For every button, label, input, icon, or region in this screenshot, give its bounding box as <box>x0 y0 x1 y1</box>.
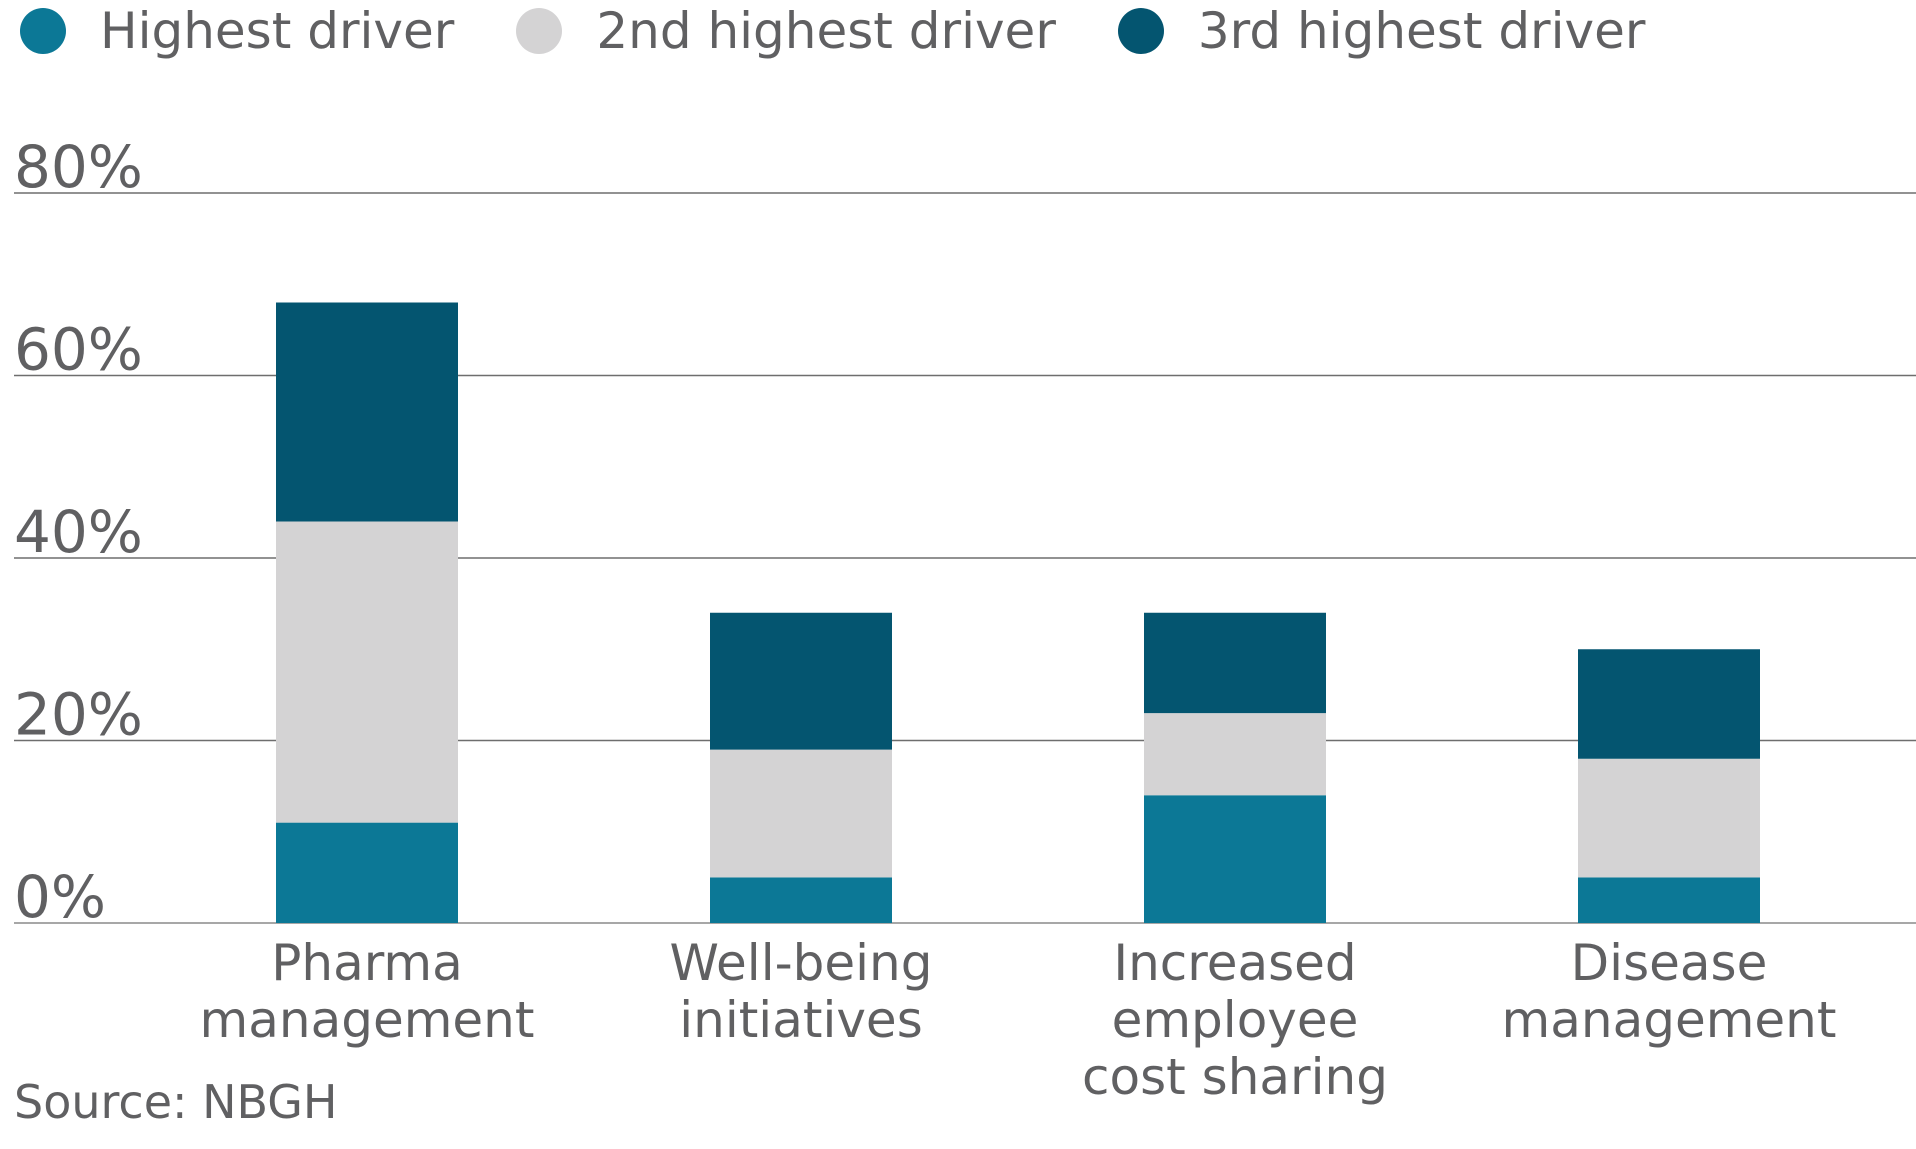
x-category-label: Well-being initiatives <box>670 934 933 1049</box>
y-tick-label: 80% <box>14 133 143 201</box>
legend-swatch <box>516 8 563 54</box>
legend-item-2: 2nd highest driver <box>516 0 1056 62</box>
legend-item-1: Highest driver <box>20 0 454 62</box>
legend-swatch <box>1117 8 1164 54</box>
source-note: Source: NBGH <box>14 1075 338 1129</box>
y-tick-label: 60% <box>14 316 143 384</box>
bar-segment-3-3 <box>1144 612 1326 714</box>
legend: Highest driver 2nd highest driver 3rd high… <box>20 0 1707 62</box>
bar-segment-3-2 <box>1144 713 1326 796</box>
y-tick-label: 20% <box>14 681 143 749</box>
bar-segment-1-1 <box>276 822 458 923</box>
y-tick-label: 40% <box>14 498 143 566</box>
x-category-label: Pharma management <box>200 934 535 1049</box>
bars <box>276 302 1760 923</box>
legend-label: 2nd highest driver <box>596 2 1056 60</box>
bar-segment-2-3 <box>710 612 892 750</box>
bar-segment-2-2 <box>710 749 892 878</box>
legend-label: 3rd highest driver <box>1197 2 1646 60</box>
legend-swatch <box>20 8 66 54</box>
bar-segment-1-2 <box>276 521 458 823</box>
bar-segment-1-3 <box>276 302 458 522</box>
bar-segment-4-2 <box>1578 758 1760 878</box>
legend-item-3: 3rd highest driver <box>1117 0 1646 62</box>
bar-segment-3-1 <box>1144 795 1326 923</box>
y-axis-tick-labels: 0% 20% 40% 60% 80% <box>14 133 143 931</box>
bar-segment-2-1 <box>710 877 892 923</box>
y-tick-label: 0% <box>14 863 106 931</box>
legend-label: Highest driver <box>100 2 455 60</box>
x-axis-category-labels: Pharma management Well-being initiatives Inc… <box>200 934 1837 1106</box>
x-category-label: Increased employee cost sharing <box>1082 934 1388 1106</box>
x-category-label: Disease management <box>1502 934 1837 1049</box>
bar-segment-4-3 <box>1578 649 1760 759</box>
bar-segment-4-1 <box>1578 877 1760 923</box>
